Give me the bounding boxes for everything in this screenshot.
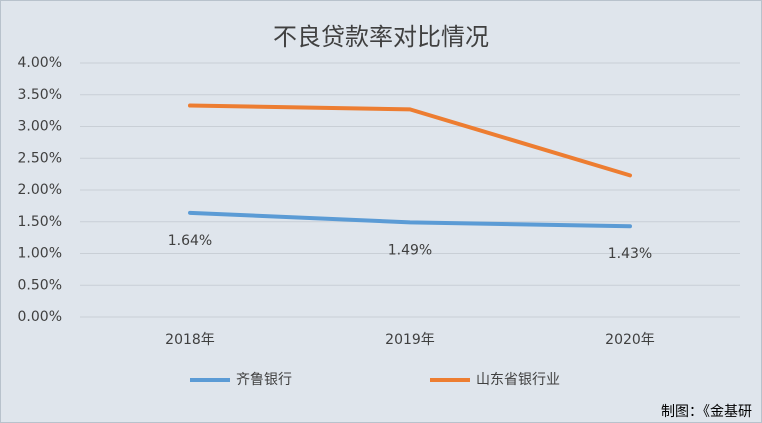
y-tick-label: 0.00% [18,309,62,325]
data-label: 1.49% [388,242,432,258]
series-line [188,103,632,178]
x-tick-label: 2019年 [385,332,435,348]
source-note: 制图：《金基研 [661,403,752,420]
y-tick-label: 4.00% [18,55,62,71]
y-tick-label: 3.50% [18,87,62,103]
data-label: 1.64% [168,233,212,249]
series-line [188,210,632,229]
y-tick-label: 1.50% [18,214,62,230]
y-tick-label: 2.00% [18,182,62,198]
data-label: 1.43% [608,246,652,262]
legend-label: 齐鲁银行 [236,372,292,388]
x-tick-label: 2018年 [165,332,215,348]
y-tick-label: 2.50% [18,150,62,166]
y-tick-label: 3.00% [18,119,62,135]
y-tick-label: 0.50% [18,277,62,293]
x-tick-label: 2020年 [605,332,655,348]
y-tick-label: 1.00% [18,246,62,262]
chart-title: 不良贷款率对比情况 [273,23,489,51]
legend-label: 山东省银行业 [476,372,560,388]
